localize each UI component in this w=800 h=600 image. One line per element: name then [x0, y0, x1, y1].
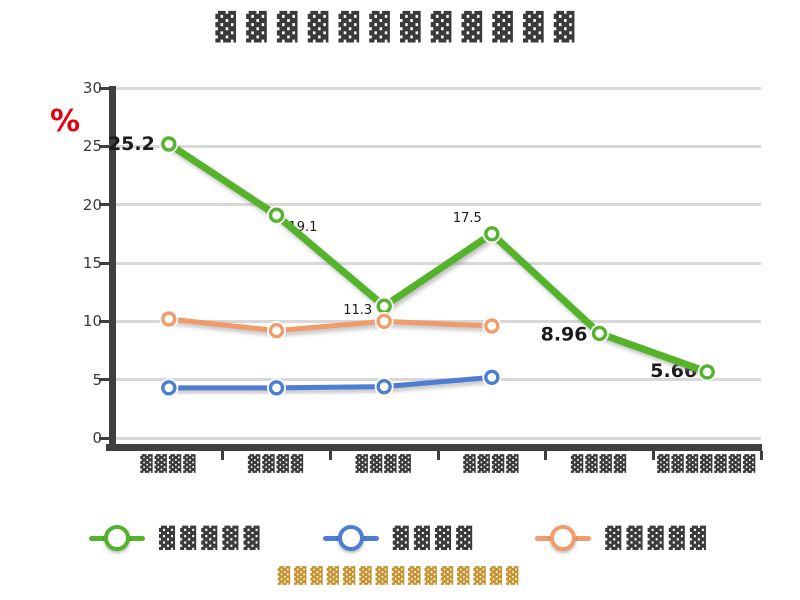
y-axis-line [109, 86, 116, 450]
chart-title: ▓▓▓▓▓▓▓▓▓▓▓▓ [215, 12, 585, 43]
y-tick-mark [99, 203, 110, 207]
data-point-label: 17.5 [453, 211, 482, 226]
gridline [115, 86, 761, 90]
x-tick-mark [328, 451, 332, 460]
series-line [166, 316, 495, 334]
y-tick-label: 25 [82, 137, 102, 156]
data-point-marker[interactable] [376, 298, 392, 314]
data-point-marker[interactable] [268, 322, 285, 339]
y-tick-mark [99, 86, 110, 90]
y-tick-label: 10 [82, 312, 102, 331]
y-tick-mark [99, 378, 110, 382]
x-axis-label: ▓▓▓▓ [570, 454, 629, 473]
caption-text: ▓▓▓▓▓▓▓▓▓▓▓▓▓▓▓ [277, 566, 523, 585]
x-axis-label: ▓▓▓▓ [247, 454, 306, 473]
data-point-label: 25.2 [108, 133, 155, 155]
y-tick-label: 20 [82, 195, 102, 214]
legend-item-series-3[interactable]: ▓▓▓▓▓ [535, 525, 711, 551]
data-point-marker[interactable] [376, 313, 392, 330]
legend-marker-orange [535, 525, 592, 551]
x-axis-label: ▓▓▓▓▓▓▓ [657, 454, 758, 473]
y-tick-mark [99, 261, 110, 265]
data-point-marker[interactable] [376, 378, 392, 395]
legend-label: ▓▓▓▓▓ [158, 526, 265, 550]
y-tick-label: 30 [82, 79, 102, 97]
y-tick-mark [99, 436, 110, 440]
gridline [115, 261, 761, 265]
x-axis-line [106, 444, 762, 451]
x-tick-mark [436, 451, 440, 460]
x-axis-label: ▓▓▓▓ [463, 454, 521, 473]
data-point-label: 11.3 [343, 303, 372, 318]
y-tick-label: 0 [92, 429, 102, 447]
series-line [165, 140, 711, 376]
gridline [115, 203, 761, 207]
gridline [115, 436, 761, 440]
y-tick-mark [99, 319, 110, 323]
data-point-marker[interactable] [591, 325, 608, 342]
x-tick-mark [759, 451, 763, 460]
data-point-marker[interactable] [161, 136, 177, 152]
x-axis-label: ▓▓▓▓ [140, 454, 198, 473]
data-point-marker[interactable] [484, 318, 500, 334]
gridline [115, 144, 761, 148]
legend-label: ▓▓▓▓ [392, 526, 478, 550]
y-tick-mark [99, 144, 110, 148]
x-axis-label: ▓▓▓▓ [355, 454, 413, 473]
y-axis-unit-label: % [50, 104, 81, 139]
y-tick-label: 5 [92, 370, 102, 389]
x-tick-mark [221, 451, 225, 460]
legend-item-series-2[interactable]: ▓▓▓▓ [322, 525, 478, 551]
legend: ▓▓▓▓▓ ▓▓▓▓ ▓▓▓▓▓ [0, 512, 800, 564]
data-point-marker[interactable] [161, 380, 177, 396]
data-point-marker[interactable] [484, 369, 500, 386]
data-point-marker[interactable] [268, 207, 285, 223]
legend-label: ▓▓▓▓▓ [605, 526, 712, 550]
data-point-marker[interactable] [699, 364, 715, 380]
x-tick-mark [651, 451, 655, 460]
data-point-label: 8.96 [541, 323, 588, 345]
x-tick-mark [544, 451, 548, 460]
legend-item-series-1[interactable]: ▓▓▓▓▓ [88, 525, 265, 551]
data-point-marker[interactable] [484, 226, 500, 242]
legend-marker-blue [322, 525, 379, 551]
legend-marker-green [88, 525, 145, 551]
series-line [166, 374, 495, 391]
data-point-marker[interactable] [268, 380, 285, 396]
data-point-marker[interactable] [161, 311, 177, 327]
y-tick-label: 15 [82, 254, 102, 272]
